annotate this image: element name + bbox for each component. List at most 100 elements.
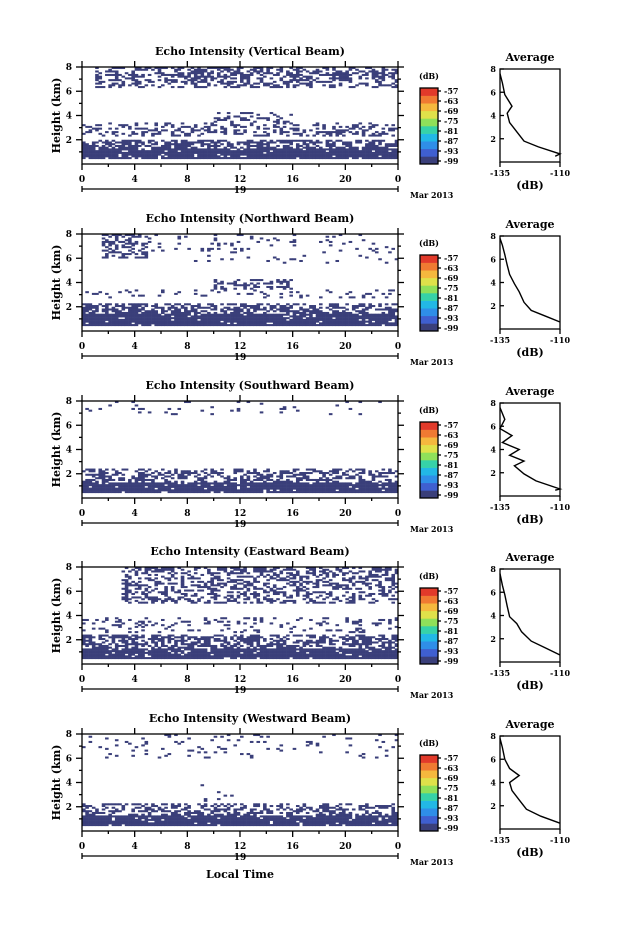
heatmap-cell <box>384 484 389 487</box>
heatmap-cell <box>295 310 300 313</box>
heatmap-cell <box>207 82 211 85</box>
heatmap-cell <box>394 68 399 71</box>
heatmap-cell <box>335 315 340 318</box>
heatmap-cell <box>259 143 264 146</box>
heatmap-cell <box>332 148 336 151</box>
heatmap-cell <box>203 151 208 154</box>
heatmap-cell <box>118 322 122 325</box>
heatmap-cell <box>187 472 191 475</box>
heatmap-cell <box>164 73 168 76</box>
heatmap-cell <box>193 259 198 263</box>
heatmap-cell <box>197 77 201 80</box>
heatmap-cell <box>121 244 126 247</box>
heatmap-cell <box>91 470 96 473</box>
heatmap-cell <box>91 324 96 327</box>
heatmap-cell <box>374 484 379 487</box>
heatmap-cell <box>105 618 109 621</box>
heatmap-cell <box>95 157 99 160</box>
heatmap-cell <box>368 324 372 327</box>
heatmap-cell <box>82 322 86 325</box>
heatmap-cell <box>203 86 208 89</box>
heatmap-cell <box>282 150 287 153</box>
heatmap-cell <box>190 641 195 644</box>
heatmap-cell <box>246 317 251 320</box>
heatmap-cell <box>170 477 175 480</box>
heatmap-cell <box>111 310 116 313</box>
heatmap-cell <box>91 482 96 485</box>
heatmap-cell <box>315 470 320 473</box>
heatmap-cell <box>114 484 119 487</box>
heatmap-cell <box>223 487 228 490</box>
heatmap-cell <box>374 155 379 158</box>
heatmap-cell <box>151 484 155 487</box>
heatmap-cell <box>246 151 251 154</box>
x-tick-label: 8 <box>184 509 190 519</box>
heatmap-cell <box>276 485 280 488</box>
heatmap-cell <box>216 473 221 476</box>
heatmap-cell <box>170 75 175 78</box>
heatmap-cell <box>282 148 287 151</box>
heatmap-cell <box>108 320 112 323</box>
heatmap-cell <box>82 132 86 135</box>
heatmap-cell <box>374 308 379 311</box>
heatmap-cell <box>134 155 139 158</box>
heatmap-cell <box>276 239 280 242</box>
heatmap-cell <box>236 470 241 473</box>
heatmap-cell <box>180 306 185 309</box>
heatmap-cell <box>249 153 254 156</box>
heatmap-cell <box>134 651 139 654</box>
heatmap-cell <box>111 306 116 309</box>
heatmap-cell <box>151 646 155 649</box>
heatmap-cell <box>190 324 195 327</box>
heatmap-cell <box>240 75 244 78</box>
heatmap-cell <box>180 577 185 580</box>
heatmap-cell <box>134 485 139 488</box>
y-tick-label: 8 <box>66 397 72 407</box>
heatmap-cell <box>184 308 188 311</box>
heatmap-cell <box>378 489 382 492</box>
heatmap-cell <box>236 311 241 314</box>
heatmap-cell <box>226 75 231 78</box>
heatmap-cell <box>325 143 330 146</box>
heatmap-cell <box>105 139 109 142</box>
heatmap-cell <box>105 303 109 306</box>
heatmap-cell <box>358 310 363 313</box>
heatmap-cell <box>332 487 336 490</box>
heatmap-cell <box>95 651 99 654</box>
heatmap-cell <box>240 315 244 318</box>
heatmap-cell <box>223 639 228 642</box>
heatmap-cell <box>328 139 333 142</box>
heatmap-cell <box>328 484 333 487</box>
heatmap-cell <box>137 620 142 623</box>
heatmap-cell <box>299 70 303 73</box>
heatmap-cell <box>121 146 126 149</box>
heatmap-cell <box>292 240 297 243</box>
heatmap-cell <box>128 153 132 156</box>
heatmap-cell <box>118 472 122 475</box>
heatmap-cell <box>141 151 145 154</box>
heatmap-cell <box>213 487 218 490</box>
heatmap-cell <box>91 155 96 158</box>
heatmap-cell <box>137 586 142 589</box>
heatmap-cell <box>289 480 293 483</box>
heatmap-cell <box>170 320 175 323</box>
heatmap-cell <box>236 596 241 599</box>
heatmap-cell <box>342 320 346 323</box>
heatmap-cell <box>131 580 135 583</box>
colorbar-segment <box>420 133 438 142</box>
heatmap-cell <box>246 320 251 323</box>
heatmap-cell <box>157 67 162 70</box>
heatmap-cell <box>216 80 221 83</box>
heatmap-cell <box>200 580 205 583</box>
heatmap-cell <box>82 324 86 327</box>
heatmap-cell <box>151 636 155 639</box>
heatmap-cell <box>351 146 356 149</box>
heatmap-cell <box>246 482 251 485</box>
heatmap-cell <box>108 313 112 316</box>
heatmap-cell <box>164 586 168 589</box>
heatmap-cell <box>184 155 188 158</box>
heatmap-cell <box>286 134 290 137</box>
heatmap-cell <box>240 305 244 308</box>
heatmap-cell <box>371 77 376 80</box>
heatmap-cell <box>85 131 89 134</box>
